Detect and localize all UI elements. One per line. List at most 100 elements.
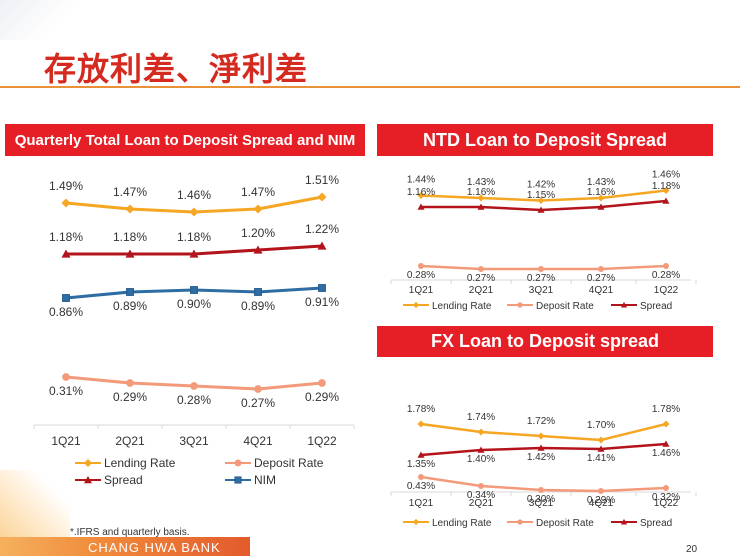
- chart-1-category-label: 1Q22: [654, 285, 679, 296]
- chart-2-lending-data-label: 1.72%: [527, 416, 555, 427]
- chart-1-lending-data-label: 1.43%: [587, 177, 615, 188]
- chart-1-category-label: 3Q21: [529, 285, 554, 296]
- chart-0-legend-swatch-marker: [83, 475, 93, 484]
- chart-0-deposit-data-label: 0.31%: [49, 384, 83, 398]
- chart-0-legend-swatch-marker: [83, 458, 93, 468]
- chart-0-deposit-point: [62, 373, 70, 381]
- chart-2-spread-data-label: 1.46%: [652, 448, 680, 459]
- chart-2-deposit-data-label: 0.29%: [587, 495, 615, 506]
- chart-0-category-label: 1Q22: [307, 434, 337, 448]
- chart-0-spread-point: [317, 241, 327, 250]
- chart-0-spread-point: [189, 249, 199, 258]
- chart-2-legend-spread: Spread: [640, 518, 672, 529]
- chart-0-legend-nim: NIM: [254, 473, 276, 487]
- bank-brand: CHANG HWA BANK: [88, 540, 221, 555]
- chart-1-spread-point: [597, 203, 605, 210]
- chart-0-deposit-data-label: 0.28%: [177, 393, 211, 407]
- chart-0-category-label: 1Q21: [51, 434, 81, 448]
- chart-1-lending-point: [537, 197, 545, 204]
- chart-1-spread-line: [421, 199, 667, 212]
- chart-0-spread-point: [253, 245, 263, 254]
- chart-0-lending-point: [125, 204, 135, 214]
- chart-2-lending-data-label: 1.78%: [407, 404, 435, 415]
- chart-1-deposit-data-label: 0.27%: [467, 273, 495, 284]
- chart-1-deposit-data-label: 0.28%: [407, 270, 435, 281]
- chart-0-nim-data-label: 0.91%: [305, 295, 339, 309]
- chart-2-lending-point: [597, 436, 605, 444]
- chart-0-deposit-point: [318, 379, 326, 387]
- footnote: *.IFRS and quarterly basis.: [70, 527, 190, 538]
- chart-1-lending-point: [597, 194, 605, 202]
- chart-2-deposit-data-label: 0.32%: [652, 492, 680, 503]
- chart-2-spread-point: [597, 445, 605, 452]
- chart-2-deposit-point: [418, 474, 424, 480]
- chart-1-category-label: 1Q21: [409, 285, 434, 296]
- chart-2-category-label: 1Q21: [409, 498, 434, 509]
- chart-0-nim-data-label: 0.90%: [177, 297, 211, 311]
- chart-1-deposit-point: [478, 266, 484, 272]
- footer-band: [0, 537, 250, 556]
- chart-1-spread-data-label: 1.16%: [407, 187, 435, 198]
- chart-2-spread-data-label: 1.42%: [527, 452, 555, 463]
- chart-2-legend-swatch-marker: [517, 519, 523, 525]
- chart-2-lending-data-label: 1.70%: [587, 420, 615, 431]
- chart-0-deposit-data-label: 0.29%: [113, 390, 147, 404]
- page-title: 存放利差、淨利差: [44, 50, 309, 88]
- chart-0-legend-lending: Lending Rate: [104, 456, 176, 470]
- chart-0-lending-point: [253, 204, 263, 214]
- chart-1-lending-point: [417, 192, 425, 199]
- chart-2-legend-swatch-marker: [620, 518, 628, 525]
- chart-1-spread-point: [477, 203, 485, 210]
- chart-1-category-label: 2Q21: [469, 285, 494, 296]
- chart-2-spread-data-label: 1.35%: [407, 459, 435, 470]
- chart-2-spread-point: [537, 444, 545, 451]
- chart-1-spread-point: [662, 197, 670, 204]
- chart-0-deposit-data-label: 0.27%: [241, 396, 275, 410]
- chart-1-spread-data-label: 1.15%: [527, 190, 555, 201]
- chart-0-nim-point: [62, 294, 70, 302]
- chart-2-deposit-data-label: 0.30%: [527, 494, 555, 505]
- chart-1-lending-data-label: 1.44%: [407, 175, 435, 186]
- chart-0-lending-point: [317, 192, 327, 202]
- chart-0-nim-point: [126, 288, 134, 296]
- chart-0-category-label: 3Q21: [179, 434, 209, 448]
- chart-1-legend-swatch-marker: [620, 301, 628, 308]
- chart-0-spread-data-label: 1.18%: [113, 230, 147, 244]
- chart-2-legend-swatch-marker: [412, 518, 420, 526]
- total-chart-title: Quarterly Total Loan to Deposit Spread a…: [5, 124, 365, 156]
- chart-0-lending-data-label: 1.47%: [113, 185, 147, 199]
- chart-1-legend-deposit: Deposit Rate: [536, 301, 594, 312]
- chart-1-deposit-data-label: 0.27%: [527, 273, 555, 284]
- chart-0-lending-data-label: 1.47%: [241, 185, 275, 199]
- title-underline: [0, 86, 740, 88]
- chart-0-spread-point: [61, 249, 71, 258]
- chart-2-spread-data-label: 1.41%: [587, 453, 615, 464]
- chart-1-lending-point: [662, 187, 670, 194]
- chart-0-legend-swatch-marker: [234, 459, 242, 467]
- chart-2-category-label: 4Q21: [589, 498, 614, 509]
- chart-0-deposit-point: [254, 385, 262, 393]
- chart-2-lending-data-label: 1.78%: [652, 404, 680, 415]
- page-number: 20: [686, 544, 698, 555]
- chart-0-nim-data-label: 0.89%: [113, 299, 147, 313]
- chart-2-category-label: 2Q21: [469, 498, 494, 509]
- chart-0-nim-data-label: 0.86%: [49, 305, 83, 319]
- chart-0-nim-point: [318, 284, 326, 292]
- chart-0-legend-spread: Spread: [104, 473, 143, 487]
- chart-2-lending-point: [417, 420, 425, 428]
- chart-0-lending-point: [61, 198, 71, 208]
- chart-1-spread-data-label: 1.18%: [652, 181, 680, 192]
- chart-1-spread-data-label: 1.16%: [467, 187, 495, 198]
- corner-decoration: [0, 0, 80, 40]
- chart-1-deposit-point: [663, 263, 669, 269]
- chart-2-legend-deposit: Deposit Rate: [536, 518, 594, 529]
- chart-2-deposit-data-label: 0.43%: [407, 481, 435, 492]
- chart-0-nim-point: [190, 286, 198, 294]
- chart-0-spread-data-label: 1.18%: [177, 230, 211, 244]
- chart-2-category-label: 3Q21: [529, 498, 554, 509]
- chart-0-lending-point: [189, 207, 199, 217]
- chart-0-legend-deposit: Deposit Rate: [254, 456, 324, 470]
- chart-2-deposit-data-label: 0.34%: [467, 490, 495, 501]
- fx-chart-title: FX Loan to Deposit spread: [377, 326, 713, 357]
